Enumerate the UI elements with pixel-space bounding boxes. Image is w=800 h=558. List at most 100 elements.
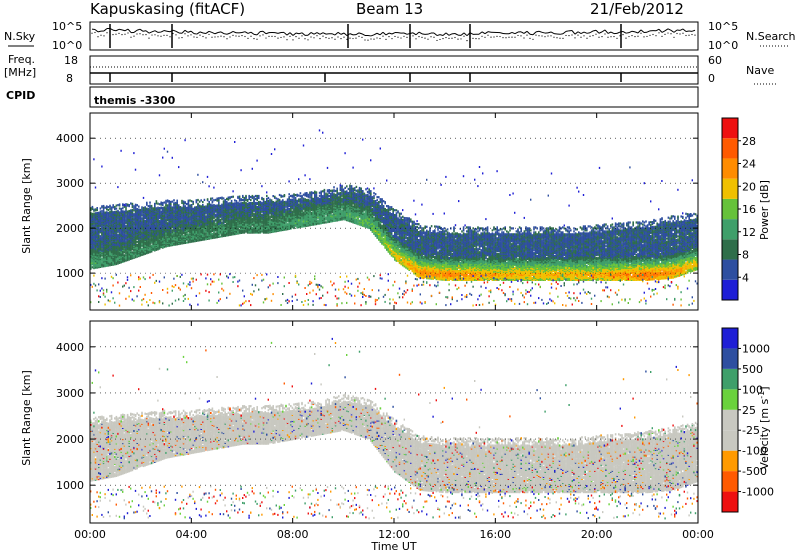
nsearch-dot [205,37,206,38]
power-noise-cell [111,276,112,278]
nsearch-dot [517,35,518,36]
power-noise-cell [228,277,229,279]
power-echo-cell [109,211,111,213]
power-noise-cell [172,285,173,287]
power-noise-cell [189,281,190,283]
nsearch-dot [463,36,464,37]
nsearch-tick-bottom: 10^0 [708,39,738,52]
power-echo-cell [146,208,148,210]
power-echo-cell [170,201,172,203]
power-noise-cell [133,286,134,288]
power-echo-cell [98,219,100,221]
power-echo-cell [173,206,175,208]
power-echo-cell [112,234,114,236]
power-echo-cell [135,247,137,249]
power-echo-cell [125,252,127,254]
nsky-trace [299,33,302,34]
power-noise-cell [220,273,221,275]
power-echo-cell [199,205,201,207]
nsky-trace [137,29,140,30]
nsearch-dot [247,38,248,39]
power-scatter-cell [167,151,168,153]
power-echo-cell [204,230,206,232]
freq-tick-bottom: 8 [66,72,73,85]
power-echo-cell [236,202,238,204]
nsky-trace [605,30,608,34]
power-noise-cell [212,281,213,283]
power-echo-cell [183,201,185,203]
power-noise-cell [138,276,139,278]
nsearch-dot [664,34,665,35]
nsky-trace [128,29,131,32]
nsearch-dot [496,36,497,37]
nsearch-dot [412,35,413,36]
nsky-trace [623,31,626,33]
power-echo-cell [114,206,116,208]
power-echo-cell [220,205,222,207]
power-echo-cell [136,244,138,246]
power-echo-cell [183,211,185,213]
power-scatter-cell [164,148,165,150]
power-echo-cell [234,202,236,204]
power-echo-cell [218,197,220,199]
nsearch-dot [361,37,362,38]
nsky-trace [335,32,338,35]
power-echo-cell [175,241,177,243]
nsearch-dot [325,37,326,38]
power-echo-cell [157,207,159,209]
nsky-trace [275,33,278,34]
nsky-trace [290,33,293,36]
nsky-trace [350,34,353,35]
power-noise-cell [140,278,141,280]
power-echo-cell [151,245,153,247]
power-echo-cell [124,222,126,224]
nsky-trace [542,32,545,33]
power-echo-cell [192,208,194,210]
power-echo-cell [127,255,129,257]
nsky-trace [233,31,236,32]
power-echo-cell [191,204,193,206]
nsearch-dot [358,36,359,37]
power-echo-cell [152,207,154,209]
power-echo-cell [162,246,164,248]
power-echo-cell [204,232,206,234]
nsearch-dot [178,37,179,38]
nsearch-dot [166,35,167,36]
nsky-trace [323,33,326,34]
power-echo-cell [149,208,151,210]
nsearch-dot [535,34,536,35]
nsearch-dot [598,37,599,38]
power-scatter-cell [135,169,136,171]
power-echo-cell [221,217,223,219]
power-echo-cell [196,206,198,208]
nsearch-dot [184,33,185,34]
power-echo-cell [146,249,148,251]
power-echo-cell [212,225,214,227]
nsky-trace [287,33,290,36]
power-echo-cell [141,208,143,210]
power-echo-cell [114,234,116,236]
power-echo-cell [170,237,172,239]
nsearch-dot [283,36,284,37]
nsky-strip-frame [90,22,698,50]
power-echo-cell [100,212,102,214]
nsearch-dot [436,40,437,41]
power-echo-cell [100,207,102,209]
power-echo-cell [160,235,162,237]
nsearch-dot [106,32,107,33]
nsearch-dot [115,34,116,35]
power-echo-cell [232,225,234,227]
nsearch-dot [169,36,170,37]
beam-title: Beam 13 [356,0,423,18]
power-echo-cell [136,219,138,221]
nsearch-dot [682,33,683,34]
nsearch-dot [511,37,512,38]
nsearch-dot [127,32,128,33]
nsearch-dot [307,39,308,40]
nsearch-dot [655,35,656,36]
power-scatter-cell [202,181,203,183]
power-echo-cell [181,220,183,222]
power-echo-cell [172,206,174,208]
power-noise-cell [200,273,201,275]
power-noise-cell [108,299,109,301]
